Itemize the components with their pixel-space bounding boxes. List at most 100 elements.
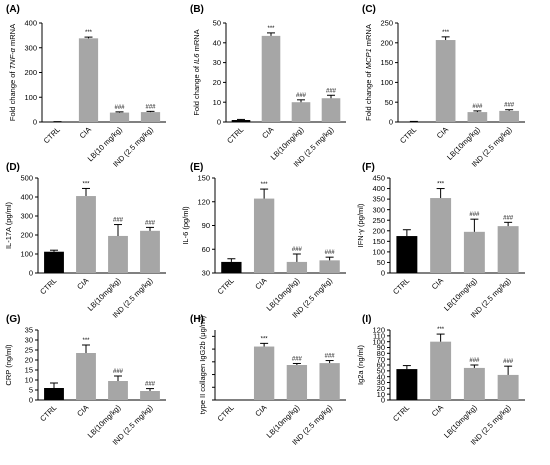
significance-label: *** <box>261 336 269 342</box>
category-label: CTRL <box>42 125 62 145</box>
significance-label: ### <box>325 354 336 360</box>
y-tick-label: 300 <box>372 205 385 214</box>
significance-label: ### <box>472 104 483 110</box>
y-tick-label: 30 <box>377 378 385 387</box>
y-tick-label: 35 <box>25 326 33 335</box>
bar-ctrl <box>44 388 64 400</box>
bar-lb-10mg-kg- <box>463 231 485 273</box>
y-tick-label: 250 <box>372 216 385 225</box>
y-tick-label: 40 <box>377 372 385 381</box>
chart-panel-d: (D) 0 100 200 300 400 500 IL-17A (pg/ml) CTRL ***… <box>4 162 166 320</box>
chart-panel-c: (C) 0 50 100 150 200 250 Fold change of MCP1 mR… <box>362 4 525 169</box>
y-tick-label: 50 <box>377 366 385 375</box>
y-tick-label: 15 <box>25 366 33 375</box>
y-tick-label: 20 <box>213 78 221 87</box>
y-tick-label: 30 <box>25 336 33 345</box>
bar-cia <box>253 346 275 400</box>
y-tick-label: 120 <box>372 326 385 335</box>
category-label: CTRL <box>391 276 411 296</box>
y-tick-label: 200 <box>380 38 393 47</box>
bar-lb-10mg-kg- <box>286 365 308 400</box>
category-label: CTRL <box>216 403 236 423</box>
y-tick-label: 200 <box>372 226 385 235</box>
bar-lb-10-mg-kg- <box>109 112 130 122</box>
category-label: CIA <box>75 403 90 418</box>
y-tick-label: 30 <box>202 269 210 278</box>
bar-cia <box>253 198 275 273</box>
y-tick-label: 250 <box>380 19 393 28</box>
category-label: CIA <box>253 403 268 418</box>
y-tick-label: 0 <box>381 396 385 405</box>
y-tick-label: 150 <box>380 58 393 67</box>
y-tick-label: 400 <box>372 184 385 193</box>
category-label: CIA <box>253 276 268 291</box>
significance-label: ### <box>292 356 303 362</box>
bar-cia <box>76 353 96 400</box>
y-tick-label: 40 <box>213 38 221 47</box>
panel-label: (C) <box>362 4 376 15</box>
chart-panel-h: (H)type II collagen IgG2b (μg/ml) CTRL ***… <box>190 314 346 447</box>
panel-label: (A) <box>6 4 20 15</box>
bar-ctrl <box>396 236 418 273</box>
bar-ind-2-5-mg-kg- <box>140 230 160 273</box>
significance-label: ### <box>326 88 337 94</box>
significance-label: *** <box>85 30 93 36</box>
y-tick-label: 0 <box>29 269 33 278</box>
significance-label: *** <box>261 182 269 188</box>
panel-label: (D) <box>6 162 20 173</box>
y-axis-title: Fold change of TNF-α mRNA <box>8 24 17 121</box>
y-tick-label: 80 <box>377 349 385 358</box>
category-label: CIA <box>75 276 90 291</box>
y-tick-label: 150 <box>372 237 385 246</box>
category-label: CTRL <box>398 125 418 145</box>
bar-cia <box>76 196 96 273</box>
bar-cia <box>261 35 281 123</box>
significance-label: ### <box>469 212 480 218</box>
significance-label: ### <box>113 369 124 375</box>
bar-ind-2-5-mg-kg- <box>140 112 161 122</box>
category-label: CIA <box>260 125 275 140</box>
y-tick-label: 5 <box>29 386 33 395</box>
y-tick-label: 150 <box>197 174 210 183</box>
y-axis-title: Fold change of IL6 mRNA <box>192 29 201 115</box>
significance-label: ### <box>504 103 515 109</box>
significance-label: *** <box>82 338 90 344</box>
y-tick-label: 60 <box>202 245 210 254</box>
y-tick-label: 100 <box>372 247 385 256</box>
category-label: CIA <box>435 125 450 140</box>
bar-ctrl <box>396 369 418 400</box>
y-tick-label: 350 <box>372 195 385 204</box>
panel-label: (H) <box>190 314 204 325</box>
category-label: CTRL <box>38 276 58 296</box>
bar-ctrl <box>44 251 64 273</box>
category-label: CTRL <box>225 125 245 145</box>
y-tick-label: 30 <box>213 58 221 67</box>
bar-ind-2-5-mg-kg- <box>319 260 340 273</box>
y-tick-label: 90 <box>377 343 385 352</box>
y-tick-label: 100 <box>380 78 393 87</box>
y-tick-label: 400 <box>24 19 37 28</box>
significance-label: *** <box>437 182 445 188</box>
y-tick-label: 0 <box>217 118 221 127</box>
significance-label: ### <box>292 247 303 253</box>
y-tick-label: 10 <box>213 98 221 107</box>
bar-cia <box>430 198 452 273</box>
bar-lb-10mg-kg- <box>108 235 128 273</box>
panel-label: (B) <box>190 4 204 15</box>
significance-label: ### <box>145 220 156 226</box>
significance-label: *** <box>82 181 90 187</box>
y-tick-label: 300 <box>24 43 37 52</box>
significance-label: ### <box>469 358 480 364</box>
y-tick-label: 100 <box>24 93 37 102</box>
bar-lb-10mg-kg- <box>467 112 488 122</box>
category-label: CTRL <box>216 276 236 296</box>
y-axis-title: type II collagen IgG2b (μg/ml) <box>198 315 207 414</box>
y-tick-label: 50 <box>385 98 393 107</box>
bar-ctrl <box>231 120 251 122</box>
significance-label: *** <box>437 327 445 333</box>
chart-panel-e: (E) 30 60 90 120 150 IL-6 (pg/ml) CTRL *** CIA ###… <box>181 162 346 320</box>
significance-label: ### <box>325 250 336 256</box>
